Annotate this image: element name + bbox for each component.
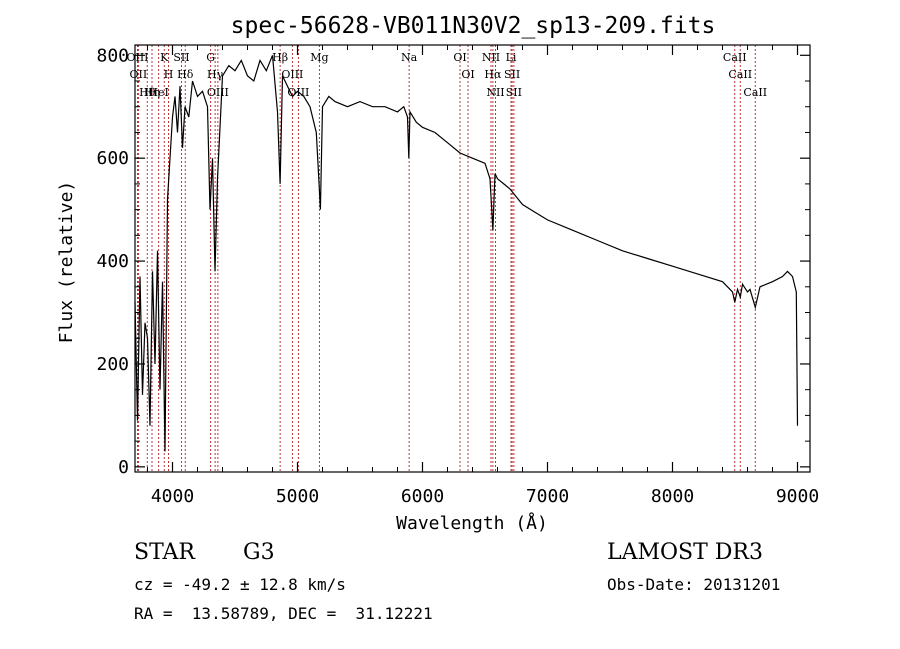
subclass: G3 (243, 540, 275, 565)
marker-label: SII (506, 86, 522, 99)
marker-label: Hδ (177, 68, 194, 81)
marker-label: K (160, 51, 169, 64)
coordinates: RA = 13.58789, DEC = 31.12221 (134, 604, 433, 623)
marker-label: OII (130, 68, 148, 81)
marker-label: SII (504, 68, 520, 81)
cz-value: cz = -49.2 ± 12.8 km/s (134, 575, 346, 594)
marker-label: Hη (144, 86, 160, 99)
marker-label: Hγ (207, 68, 224, 81)
marker-label: Hα (484, 68, 502, 81)
y-tick-label: 400 (96, 251, 129, 272)
y-axis: 0 200 400 600 800 (96, 45, 810, 478)
marker-labels: OIIIOIIHθHηHeIKHSIIHδGHγOIIIHβOIIIOIIIMg… (126, 51, 767, 99)
y-tick-label: 800 (96, 45, 129, 66)
obs-date: Obs-Date: 20131201 (607, 575, 781, 594)
spectrum-line (134, 55, 799, 452)
marker-label: CaII (743, 86, 767, 99)
x-axis-label: Wavelength (Å) (396, 512, 548, 534)
marker-label: G (206, 51, 215, 64)
y-tick-label: 0 (118, 457, 129, 478)
x-axis: 4000 5000 6000 7000 8000 9000 (147, 45, 819, 507)
marker-label: OI (461, 68, 474, 81)
survey-name: LAMOST DR3 (607, 540, 763, 565)
x-tick-label: 8000 (651, 486, 694, 507)
marker-label: CaII (728, 68, 752, 81)
y-tick-label: 200 (96, 354, 129, 375)
marker-label: Hθ (139, 86, 156, 99)
marker-label: Mg (310, 51, 328, 64)
marker-label: CaII (723, 51, 747, 64)
marker-lines (137, 45, 756, 472)
chart-title: spec-56628-VB011N30V2_sp13-209.fits (231, 13, 716, 39)
y-tick-label: 600 (96, 148, 129, 169)
marker-label: NII (486, 86, 504, 99)
marker-label: OIII (281, 68, 303, 81)
plot-frame (134, 44, 811, 473)
marker-label: HeI (148, 86, 168, 99)
marker-label: Li (506, 51, 517, 64)
marker-label: Hβ (272, 51, 288, 64)
marker-label: NII (482, 51, 500, 64)
marker-label: OIII (207, 86, 229, 99)
x-tick-label: 5000 (276, 486, 319, 507)
x-tick-label: 7000 (526, 486, 569, 507)
x-tick-label: 9000 (776, 486, 819, 507)
x-tick-label: 4000 (151, 486, 194, 507)
marker-label: Na (401, 51, 418, 64)
marker-label: OIII (126, 51, 148, 64)
marker-label: H (164, 68, 174, 81)
y-axis-label: Flux (relative) (56, 181, 77, 344)
x-tick-label: 6000 (401, 486, 444, 507)
object-class: STAR (134, 540, 195, 565)
marker-label: OI (453, 51, 466, 64)
marker-label: SII (173, 51, 189, 64)
